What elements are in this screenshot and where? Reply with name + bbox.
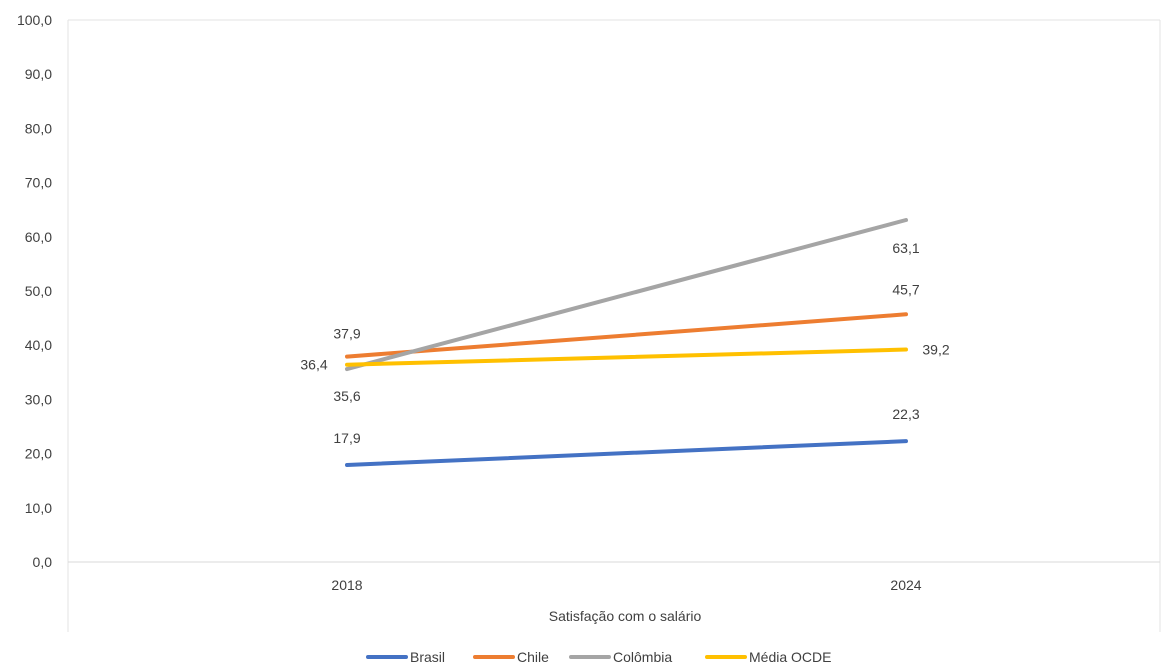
series-line-col-mbia bbox=[345, 217, 908, 372]
data-label: 37,9 bbox=[333, 326, 360, 342]
y-tick-label: 20,0 bbox=[25, 446, 52, 462]
data-label: 36,4 bbox=[300, 357, 327, 373]
legend-label: Colômbia bbox=[613, 649, 672, 665]
y-tick-label: 100,0 bbox=[17, 12, 52, 28]
x-axis-ticks: 2018 2024 bbox=[331, 577, 921, 593]
data-labels: 17,9 22,3 37,9 45,7 35,6 63,1 36,4 39,2 bbox=[300, 240, 949, 446]
y-tick-label: 50,0 bbox=[25, 283, 52, 299]
legend: Brasil Chile Colômbia Média OCDE bbox=[366, 649, 831, 665]
series-lines bbox=[345, 217, 908, 467]
y-tick-label: 40,0 bbox=[25, 337, 52, 353]
y-tick-label: 0,0 bbox=[33, 554, 53, 570]
x-category-label: 2024 bbox=[890, 577, 921, 593]
y-tick-label: 80,0 bbox=[25, 120, 52, 136]
y-tick-label: 60,0 bbox=[25, 229, 52, 245]
data-label: 22,3 bbox=[892, 406, 919, 422]
legend-label: Chile bbox=[517, 649, 549, 665]
data-label: 63,1 bbox=[892, 240, 919, 256]
series-line-brasil bbox=[345, 439, 908, 467]
data-label: 17,9 bbox=[333, 430, 360, 446]
legend-label: Média OCDE bbox=[749, 649, 831, 665]
legend-label: Brasil bbox=[410, 649, 445, 665]
y-axis-ticks: 0,0 10,0 20,0 30,0 40,0 50,0 60,0 70,0 80,0 90,0 1… bbox=[17, 12, 52, 570]
y-tick-label: 10,0 bbox=[25, 500, 52, 516]
y-tick-label: 70,0 bbox=[25, 175, 52, 191]
data-label: 45,7 bbox=[892, 281, 919, 297]
series-line-m-dia-ocde bbox=[345, 347, 908, 367]
series-line-chile bbox=[345, 312, 908, 359]
data-label: 35,6 bbox=[333, 388, 360, 404]
x-category-label: 2018 bbox=[331, 577, 362, 593]
plot-frame bbox=[67, 19, 1161, 632]
data-label: 39,2 bbox=[922, 342, 949, 358]
y-tick-label: 30,0 bbox=[25, 391, 52, 407]
x-axis-title: Satisfação com o salário bbox=[549, 608, 702, 624]
y-tick-label: 90,0 bbox=[25, 66, 52, 82]
